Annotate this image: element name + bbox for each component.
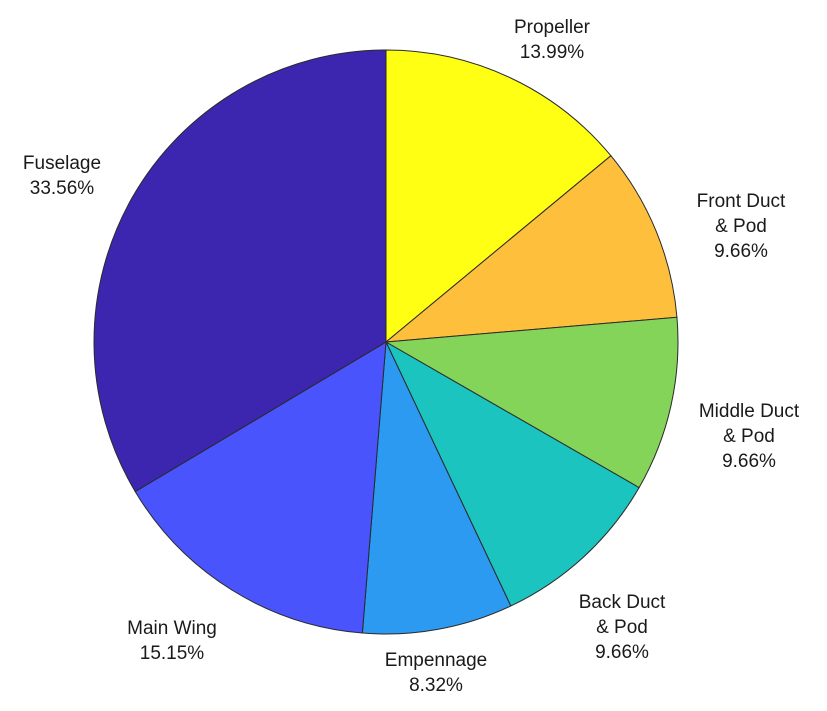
slice-name-line: Back Duct — [579, 592, 666, 613]
pie-slice-middle-duct-pod — [384, 316, 679, 489]
pie-slice-back-duct-pod — [384, 340, 640, 607]
slice-name-line: Propeller — [514, 17, 591, 38]
slice-label-front-duct-pod: Front Duct & Pod 9.66% — [697, 191, 786, 262]
pie-slice-front-duct-pod — [384, 155, 678, 343]
pie-slice-main-wing — [134, 341, 387, 634]
pie-slice-propeller — [385, 49, 612, 344]
slice-label-main-wing: Main Wing 15.15% — [127, 618, 217, 664]
slice-name-line: & Pod — [596, 617, 648, 638]
pie-slice-empennage — [361, 340, 512, 635]
slice-percent: 13.99% — [520, 42, 585, 63]
slice-label-middle-duct-pod: Middle Duct & Pod 9.66% — [699, 401, 800, 472]
slice-percent: 9.66% — [714, 241, 768, 262]
pie-slice-fuselage — [93, 49, 387, 493]
slice-name-line: Middle Duct — [699, 401, 800, 422]
pie-labels: Propeller 13.99%Front Duct & Pod 9.66%Middl… — [23, 17, 800, 696]
slice-label-back-duct-pod: Back Duct & Pod 9.66% — [579, 592, 666, 663]
slice-name-line: Main Wing — [127, 618, 217, 639]
slice-name-line: & Pod — [715, 216, 767, 237]
pie-slices — [93, 49, 679, 635]
slice-name-line: Empennage — [385, 650, 487, 671]
slice-label-propeller: Propeller 13.99% — [514, 17, 591, 63]
slice-name-line: Front Duct — [697, 191, 786, 212]
slice-label-empennage: Empennage 8.32% — [385, 650, 487, 696]
slice-percent: 33.56% — [30, 178, 95, 199]
slice-name-line: & Pod — [723, 426, 775, 447]
slice-percent: 9.66% — [595, 642, 649, 663]
slice-label-fuselage: Fuselage 33.56% — [23, 153, 101, 199]
slice-percent: 8.32% — [409, 675, 463, 696]
slice-name-line: Fuselage — [23, 153, 101, 174]
slice-percent: 9.66% — [722, 451, 776, 472]
slice-percent: 15.15% — [140, 643, 205, 664]
